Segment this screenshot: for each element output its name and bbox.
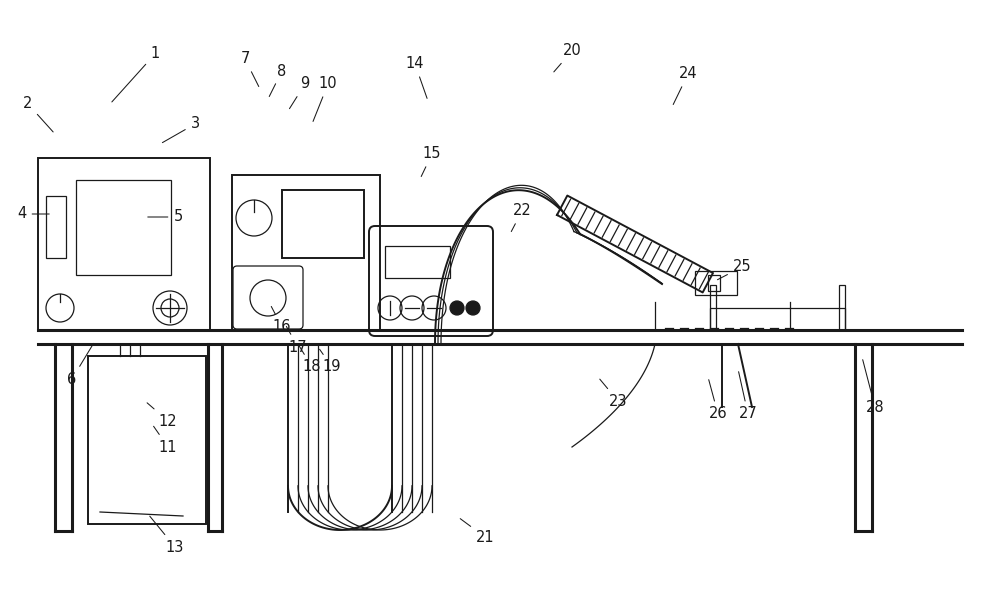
- Bar: [839, 285, 845, 330]
- Text: 26: 26: [709, 380, 727, 422]
- Bar: [88, 356, 206, 524]
- Text: 27: 27: [739, 372, 757, 422]
- Bar: [710, 285, 716, 330]
- Bar: [385, 246, 450, 278]
- Text: 2: 2: [23, 97, 53, 132]
- Text: 12: 12: [147, 403, 177, 429]
- Text: 9: 9: [289, 77, 310, 108]
- Text: 3: 3: [162, 117, 200, 143]
- Text: 14: 14: [406, 57, 427, 98]
- Text: 23: 23: [600, 379, 627, 409]
- Text: 25: 25: [717, 260, 751, 280]
- Text: 1: 1: [112, 47, 160, 102]
- Bar: [46, 196, 66, 258]
- Bar: [76, 180, 171, 275]
- Text: 20: 20: [554, 44, 581, 72]
- Text: 21: 21: [460, 519, 494, 544]
- Bar: [710, 308, 845, 330]
- Text: 15: 15: [421, 147, 441, 177]
- Bar: [695, 271, 737, 294]
- Circle shape: [450, 301, 464, 315]
- Text: 22: 22: [511, 204, 531, 231]
- Circle shape: [466, 301, 480, 315]
- Text: 16: 16: [271, 306, 291, 335]
- Text: 8: 8: [269, 64, 287, 97]
- Bar: [232, 175, 380, 330]
- Text: 6: 6: [67, 343, 94, 386]
- Text: 17: 17: [286, 326, 307, 355]
- Text: 4: 4: [17, 207, 49, 221]
- Text: 5: 5: [148, 210, 183, 224]
- Text: 18: 18: [299, 346, 321, 375]
- Bar: [38, 158, 210, 330]
- Bar: [282, 190, 364, 258]
- Text: 7: 7: [240, 51, 259, 87]
- Text: 13: 13: [150, 516, 184, 554]
- Text: 28: 28: [863, 360, 884, 415]
- Bar: [708, 274, 720, 291]
- Text: 24: 24: [673, 67, 697, 104]
- Text: 11: 11: [154, 426, 177, 455]
- Text: 10: 10: [313, 77, 337, 121]
- Text: 19: 19: [320, 349, 341, 375]
